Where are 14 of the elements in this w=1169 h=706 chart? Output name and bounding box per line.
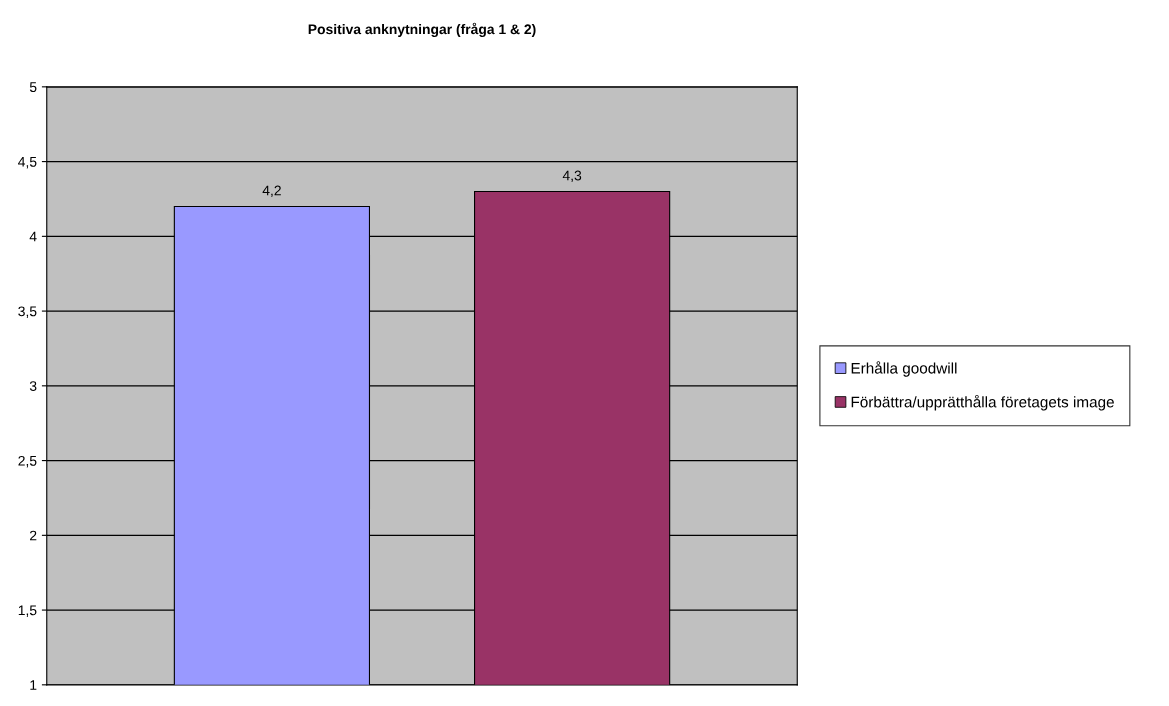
- data-label: 4,3: [562, 170, 582, 183]
- y-tick-label: 1: [30, 680, 37, 690]
- y-tick-label: 3: [29, 381, 37, 391]
- legend-label: Erhålla goodwill: [851, 361, 957, 377]
- y-tick-label: 4,5: [18, 157, 37, 169]
- y-tick-label: 1,5: [18, 605, 37, 617]
- y-tick-label: 5: [29, 82, 37, 93]
- y-tick-label: 2,5: [18, 455, 37, 468]
- chart-title: Positiva anknytningar (fråga 1 & 2): [308, 22, 536, 37]
- y-tick-label: 4: [29, 231, 37, 242]
- data-label: 4,2: [262, 185, 281, 197]
- y-tick-label: 3,5: [18, 306, 37, 318]
- legend-label: Förbättra/upprätthålla företagets image: [851, 395, 1114, 411]
- y-tick-label: 2: [30, 530, 37, 541]
